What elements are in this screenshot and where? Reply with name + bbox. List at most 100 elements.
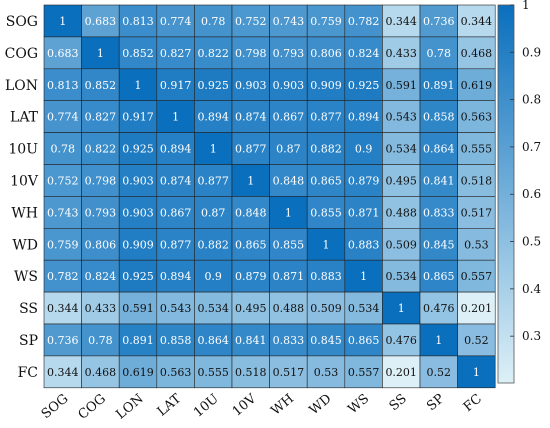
cell-value-label: 0.877: [197, 174, 229, 187]
cell-value-label: 1: [473, 366, 480, 379]
heatmap-cell: [269, 228, 308, 261]
cell-value-label: 0.903: [122, 174, 154, 187]
heatmap-cell: [457, 68, 496, 102]
cell-value-label: 0.557: [461, 270, 493, 283]
heatmap-cell: [156, 259, 195, 293]
heatmap-cell: [419, 228, 458, 261]
cell-value-label: 0.925: [348, 79, 380, 92]
cell-value-label: 0.865: [310, 174, 342, 187]
cell-value-label: 0.882: [197, 238, 229, 251]
cell-value-label: 0.845: [310, 334, 342, 347]
cell-value-label: 0.877: [310, 111, 342, 124]
heatmap-cell: [269, 291, 308, 325]
heatmap-cell: [81, 4, 120, 38]
cell-value-label: 0.909: [310, 79, 342, 92]
heatmap-cell: [156, 36, 195, 70]
heatmap-cell: [156, 323, 195, 357]
heatmap-cell: [231, 355, 270, 389]
cell-value-label: 1: [285, 206, 292, 219]
cell-value-label: 0.495: [235, 302, 267, 315]
cell-value-label: 0.9: [355, 143, 373, 156]
heatmap-cell: [43, 228, 82, 261]
heatmap-cell: [156, 164, 195, 197]
heatmap-cell: [306, 132, 346, 165]
cell-value-label: 1: [435, 334, 442, 347]
column-labels: SOG COG LON LAT 10U 10V WH WD WS SS SP FC: [39, 391, 485, 423]
cell-value-label: 0.858: [160, 334, 192, 347]
cell-value-label: 0.865: [235, 238, 267, 251]
cell-value-label: 0.534: [197, 302, 229, 315]
heatmap-cell: [231, 259, 270, 293]
cell-value-label: 0.53: [464, 238, 489, 251]
column-label: 10V: [230, 391, 260, 420]
row-label: WH: [11, 205, 38, 221]
heatmap-cell: [306, 4, 346, 38]
heatmap-cell: [118, 228, 158, 261]
heatmap-cell: [344, 100, 383, 133]
cell-value-label: 1: [210, 143, 217, 156]
colorbar-ticks: 1 0.9 0.8 0.7 0.6 0.5 0.4 0.3: [510, 0, 541, 343]
cell-value-label: 0.793: [85, 206, 117, 219]
cell-value-label: 1: [135, 79, 142, 92]
cell-value-label: 0.855: [310, 206, 342, 219]
heatmap-cell: [457, 100, 496, 133]
heatmap-cell: [156, 100, 195, 133]
heatmap-cell: [419, 36, 458, 70]
heatmap-cell: [43, 196, 82, 229]
cell-value-label: 0.518: [461, 174, 493, 187]
colorbar-tick-label: 0.5: [522, 235, 541, 249]
heatmap-cell: [118, 4, 158, 38]
heatmap-cell: [269, 259, 308, 293]
heatmap-cell: [382, 355, 421, 389]
heatmap-cell: [382, 4, 421, 38]
heatmap-cell: [269, 196, 308, 229]
cell-value-label: 0.793: [273, 47, 305, 60]
heatmap-cell: [194, 291, 233, 325]
heatmap-cell: [81, 132, 120, 165]
row-label: SS: [19, 301, 38, 317]
cell-value-label: 0.743: [273, 15, 305, 28]
column-label: 10U: [191, 391, 222, 420]
column-label: FC: [461, 391, 485, 415]
cell-value-label: 0.865: [348, 334, 380, 347]
heatmap-cell: [118, 355, 158, 389]
cell-value-label: 0.813: [47, 79, 79, 92]
cell-value-label: 0.476: [423, 302, 455, 315]
cell-value-label: 0.344: [47, 302, 79, 315]
row-label: WD: [12, 237, 38, 253]
heatmap-cell: [306, 323, 346, 357]
cell-value-label: 0.774: [160, 15, 192, 28]
cell-value-label: 0.864: [197, 334, 229, 347]
cell-value-label: 0.909: [122, 238, 154, 251]
cell-value-label: 0.874: [235, 111, 267, 124]
cell-value-label: 0.858: [423, 111, 455, 124]
heatmap-cell: [118, 132, 158, 165]
heatmap-cell: [306, 259, 346, 293]
cell-value-label: 0.841: [235, 334, 267, 347]
heatmap-cell: [43, 164, 82, 197]
cell-value-label: 0.555: [197, 366, 229, 379]
cell-value-label: 0.925: [197, 79, 229, 92]
cell-value-label: 0.891: [122, 334, 154, 347]
row-label: COG: [5, 46, 38, 62]
heatmap-cell: [382, 36, 421, 70]
cell-value-label: 0.591: [122, 302, 154, 315]
cell-value-label: 0.806: [85, 238, 117, 251]
cell-value-label: 0.879: [235, 270, 267, 283]
heatmap-cell: [118, 100, 158, 133]
cell-value-label: 0.488: [273, 302, 305, 315]
cell-value-label: 1: [360, 270, 367, 283]
cell-value-label: 0.563: [160, 366, 192, 379]
cell-value-label: 0.433: [85, 302, 117, 315]
heatmap-cell: [457, 323, 496, 357]
heatmap-cell: [231, 4, 270, 38]
cell-value-label: 0.557: [348, 366, 380, 379]
cell-value-label: 0.468: [461, 47, 493, 60]
cell-value-label: 0.495: [385, 174, 417, 187]
heatmap-cell: [81, 323, 120, 357]
heatmap-cell: [194, 196, 233, 229]
heatmap-cell: [419, 132, 458, 165]
cell-value-label: 0.619: [461, 79, 493, 92]
heatmap-cell: [419, 291, 458, 325]
